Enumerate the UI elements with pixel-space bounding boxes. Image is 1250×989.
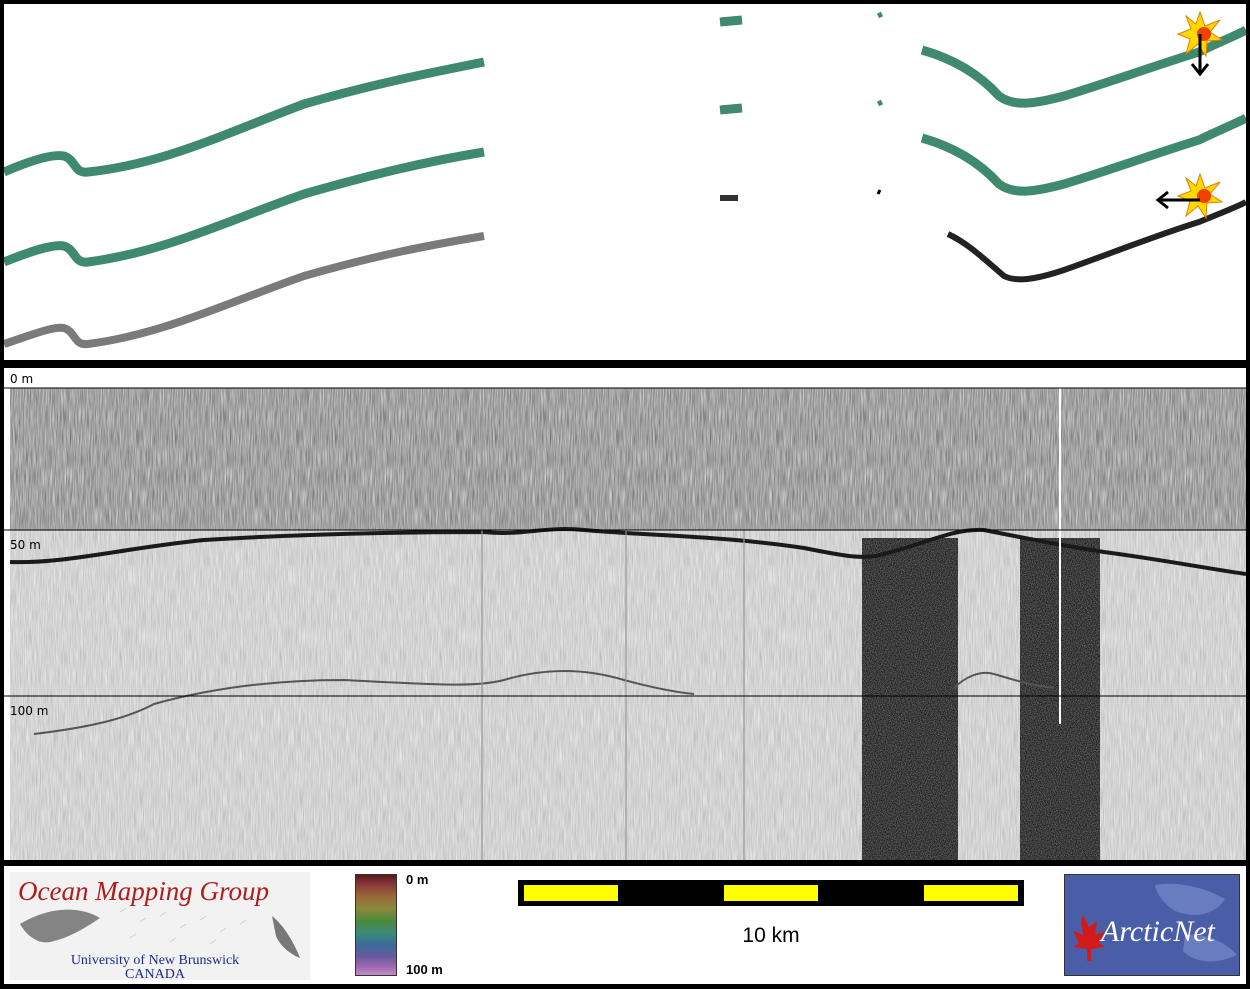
swath-strip-1d xyxy=(920,26,1246,108)
swath-map xyxy=(4,10,1246,349)
swath-strip-3d xyxy=(946,199,1246,283)
profile-image xyxy=(4,387,1246,860)
scale-segment xyxy=(724,885,818,901)
swath-strip-2b xyxy=(719,103,743,115)
swath-strip-1b xyxy=(719,15,743,27)
omg-logo-graphic xyxy=(20,907,300,958)
ocean-mapping-group-logo: Ocean Mapping Group University of New Br… xyxy=(10,872,310,980)
seafloor-reflector xyxy=(9,527,1246,576)
arcticnet-text: ArcticNet xyxy=(1101,915,1215,948)
subbottom-reflector xyxy=(33,670,695,735)
omg-title: Ocean Mapping Group xyxy=(18,876,269,906)
arcticnet-logo: ArcticNet xyxy=(1064,874,1240,976)
swath-strip-1 xyxy=(4,57,485,177)
arcticnet-logo-graphic xyxy=(1073,883,1237,962)
depth-colorbar xyxy=(355,874,397,976)
subbottom-profile-panel: 0 m 50 m 100 m xyxy=(4,368,1246,860)
scale-bar xyxy=(518,880,1024,906)
swath-panel xyxy=(4,4,1246,360)
scale-label: 10 km xyxy=(742,924,800,947)
swath-strip-3 xyxy=(4,232,485,349)
colorbar-top-label: 0 m xyxy=(406,872,429,887)
swath-strip-2 xyxy=(4,147,485,267)
swath-strip-3c xyxy=(876,189,882,195)
subbottom-reflector-2 xyxy=(953,672,1055,689)
footer-panel: Ocean Mapping Group University of New Br… xyxy=(4,866,1246,984)
depth-label-0: 0 m xyxy=(10,372,34,386)
omg-university: University of New Brunswick xyxy=(70,953,240,968)
swath-strip-2c xyxy=(876,99,884,107)
depth-label-50: 50 m xyxy=(10,538,41,552)
omg-country: CANADA xyxy=(125,967,185,981)
swath-strip-1c xyxy=(876,11,884,19)
starburst-down-arrow-icon xyxy=(1176,10,1224,77)
starburst-left-arrow-icon xyxy=(1155,172,1224,220)
depth-label-100: 100 m xyxy=(10,704,49,718)
swath-strip-2d xyxy=(920,114,1246,196)
colorbar-bottom-label: 100 m xyxy=(406,962,443,977)
scale-segment xyxy=(524,885,618,901)
scale-segment xyxy=(924,885,1018,901)
